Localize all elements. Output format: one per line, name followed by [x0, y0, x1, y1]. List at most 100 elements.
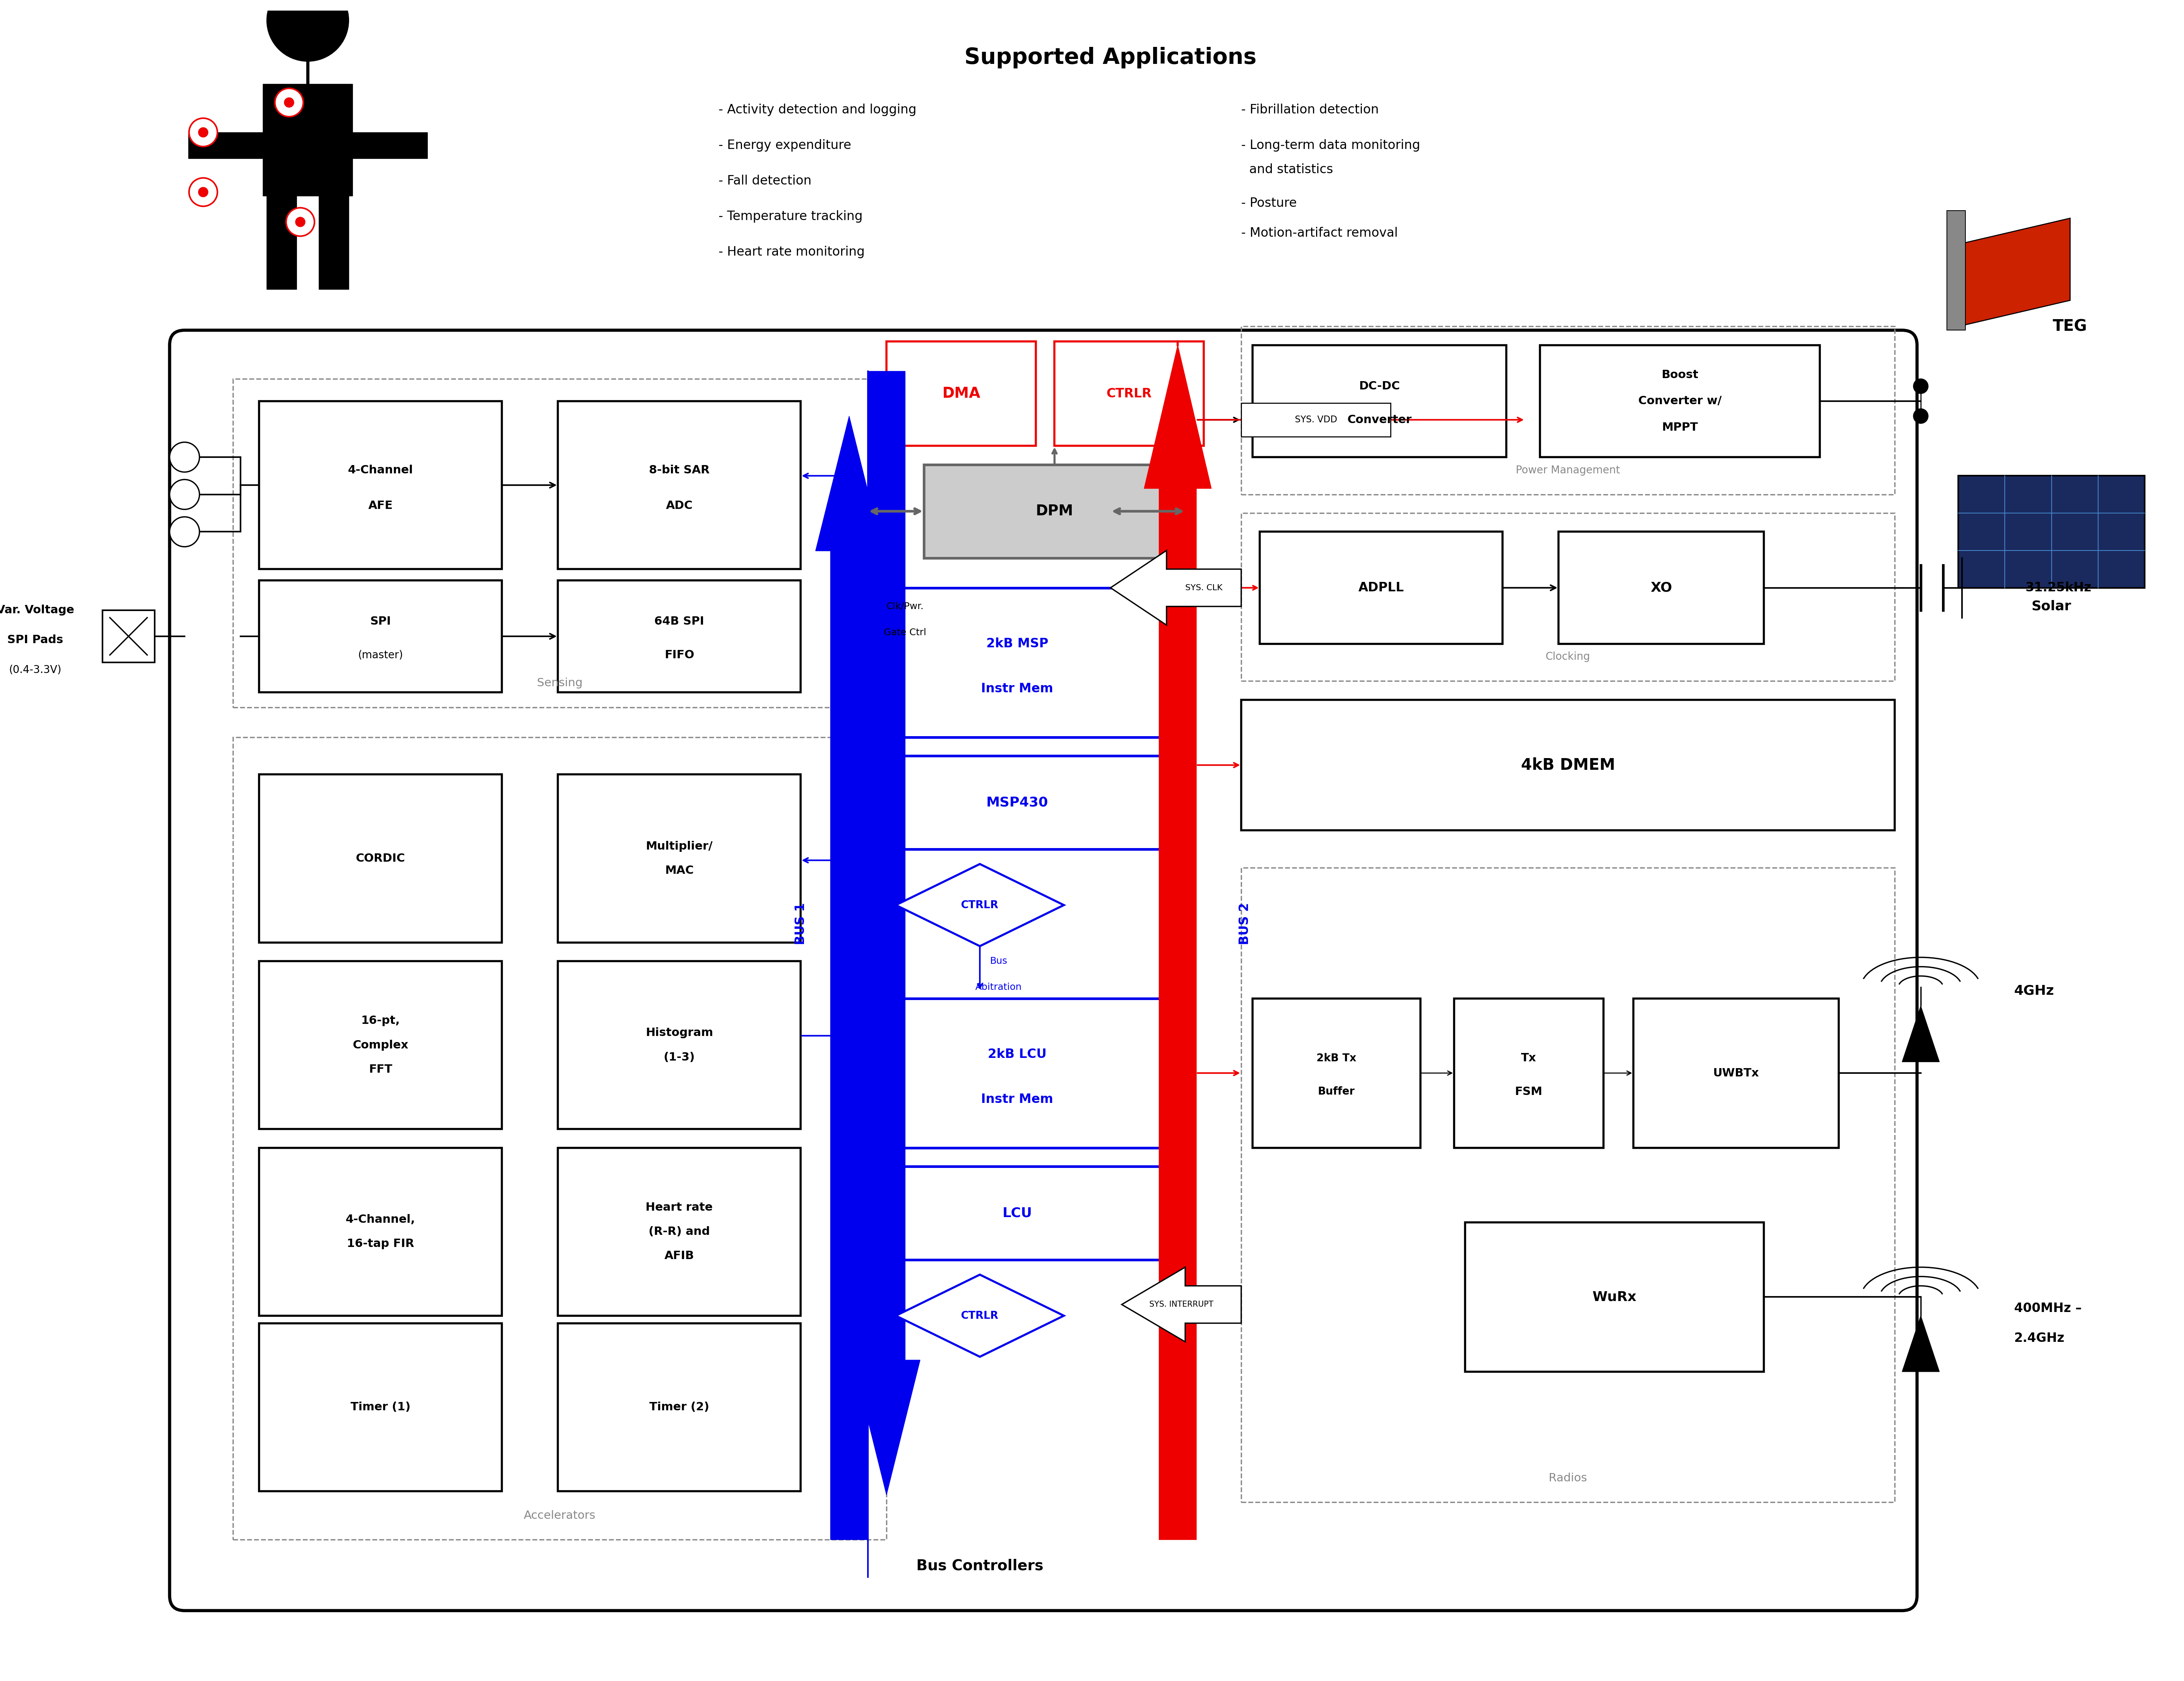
Text: Instr Mem: Instr Mem: [981, 1093, 1053, 1106]
Text: Var. Voltage: Var. Voltage: [0, 605, 74, 615]
Text: Sensing: Sensing: [537, 677, 583, 689]
Circle shape: [199, 128, 207, 138]
Text: FSM: FSM: [1516, 1086, 1542, 1098]
Bar: [1559, 531, 1765, 644]
Bar: [1946, 210, 1966, 329]
Text: UWBTx: UWBTx: [1712, 1067, 1758, 1079]
Bar: [1465, 1222, 1765, 1372]
Bar: [1241, 326, 1896, 494]
Polygon shape: [1109, 550, 1241, 625]
Text: Buffer: Buffer: [1317, 1086, 1354, 1098]
Bar: [557, 962, 802, 1130]
Text: BUS 1: BUS 1: [795, 903, 806, 945]
Text: Converter: Converter: [1348, 414, 1411, 425]
Text: MPPT: MPPT: [1662, 422, 1697, 432]
Text: ADC: ADC: [666, 501, 692, 511]
Polygon shape: [895, 864, 1064, 946]
Text: CTRLR: CTRLR: [1107, 387, 1151, 400]
Bar: [1634, 999, 1839, 1148]
Text: - Long-term data monitoring: - Long-term data monitoring: [1241, 140, 1420, 151]
Bar: [103, 610, 155, 662]
Bar: [557, 1148, 802, 1316]
Text: Heart rate: Heart rate: [646, 1202, 712, 1214]
Bar: [234, 736, 887, 1540]
Circle shape: [190, 118, 218, 146]
Bar: [867, 588, 1166, 736]
Text: (R-R) and: (R-R) and: [649, 1225, 710, 1237]
Text: SPI: SPI: [369, 615, 391, 627]
Text: WuRx: WuRx: [1592, 1291, 1636, 1303]
Text: 400MHz –: 400MHz –: [2014, 1303, 2081, 1315]
Text: ADPLL: ADPLL: [1358, 582, 1404, 593]
Text: 2kB MSP: 2kB MSP: [987, 637, 1048, 651]
Bar: [867, 1167, 1166, 1259]
Text: Bus: Bus: [989, 956, 1007, 965]
Text: DMA: DMA: [941, 387, 981, 400]
Bar: [1455, 999, 1603, 1148]
Text: - Fibrillation detection: - Fibrillation detection: [1241, 104, 1378, 116]
Text: Solar: Solar: [2031, 600, 2070, 614]
Text: 64B SPI: 64B SPI: [655, 615, 703, 627]
Polygon shape: [1902, 1005, 1939, 1062]
Text: 4GHz: 4GHz: [2014, 985, 2055, 997]
Text: DPM: DPM: [1035, 504, 1072, 518]
FancyArrow shape: [854, 372, 919, 1494]
Text: AFE: AFE: [369, 501, 393, 511]
Text: Gate Ctrl: Gate Ctrl: [885, 629, 926, 637]
Bar: [266, 195, 297, 289]
Text: Radios: Radios: [1548, 1473, 1588, 1484]
Bar: [867, 756, 1166, 849]
Text: Converter w/: Converter w/: [1638, 395, 1721, 407]
Text: 2kB LCU: 2kB LCU: [987, 1049, 1046, 1061]
Text: SYS. INTERRUPT: SYS. INTERRUPT: [1149, 1301, 1214, 1308]
Circle shape: [170, 442, 199, 472]
Text: 2kB Tx: 2kB Tx: [1317, 1052, 1356, 1064]
Text: FFT: FFT: [369, 1064, 393, 1074]
Text: 8-bit SAR: 8-bit SAR: [649, 464, 710, 476]
Text: - Temperature tracking: - Temperature tracking: [719, 210, 863, 222]
Text: SPI Pads: SPI Pads: [7, 634, 63, 646]
Text: 16-pt,: 16-pt,: [360, 1015, 400, 1027]
Text: DC-DC: DC-DC: [1358, 380, 1400, 392]
Text: - Motion-artifact removal: - Motion-artifact removal: [1241, 227, 1398, 239]
Text: - Activity detection and logging: - Activity detection and logging: [719, 104, 917, 116]
Bar: [1959, 476, 2145, 588]
Text: 16-tap FIR: 16-tap FIR: [347, 1239, 415, 1249]
Text: Accelerators: Accelerators: [524, 1510, 596, 1521]
Text: LCU: LCU: [1002, 1207, 1033, 1219]
Bar: [1055, 341, 1203, 445]
Bar: [352, 133, 428, 158]
Bar: [234, 378, 887, 708]
Text: CTRLR: CTRLR: [961, 1311, 998, 1321]
Text: - Fall detection: - Fall detection: [719, 175, 812, 187]
Bar: [260, 1148, 502, 1316]
Circle shape: [190, 178, 218, 207]
Bar: [887, 341, 1035, 445]
Bar: [1241, 513, 1896, 681]
Text: CTRLR: CTRLR: [961, 899, 998, 911]
Circle shape: [286, 208, 314, 235]
Text: MAC: MAC: [664, 866, 695, 876]
Polygon shape: [1959, 219, 2070, 326]
Text: Complex: Complex: [352, 1039, 408, 1051]
Text: 31.25kHz: 31.25kHz: [2025, 582, 2092, 593]
Polygon shape: [1123, 1267, 1241, 1341]
Text: Timer (1): Timer (1): [352, 1402, 411, 1412]
Circle shape: [170, 516, 199, 546]
Polygon shape: [1902, 1316, 1939, 1372]
Text: - Posture: - Posture: [1241, 197, 1297, 210]
Bar: [319, 195, 349, 289]
Text: AFIB: AFIB: [664, 1251, 695, 1261]
Circle shape: [266, 0, 349, 62]
Circle shape: [295, 217, 306, 227]
Text: Abitration: Abitration: [976, 983, 1022, 992]
Text: (master): (master): [358, 649, 404, 661]
Bar: [260, 962, 502, 1130]
Text: FIFO: FIFO: [664, 649, 695, 661]
Text: 2.4GHz: 2.4GHz: [2014, 1331, 2064, 1345]
Text: (0.4-3.3V): (0.4-3.3V): [9, 664, 61, 676]
Bar: [557, 580, 802, 693]
Text: 4-Channel,: 4-Channel,: [345, 1214, 415, 1225]
Bar: [924, 464, 1186, 558]
Bar: [557, 402, 802, 570]
